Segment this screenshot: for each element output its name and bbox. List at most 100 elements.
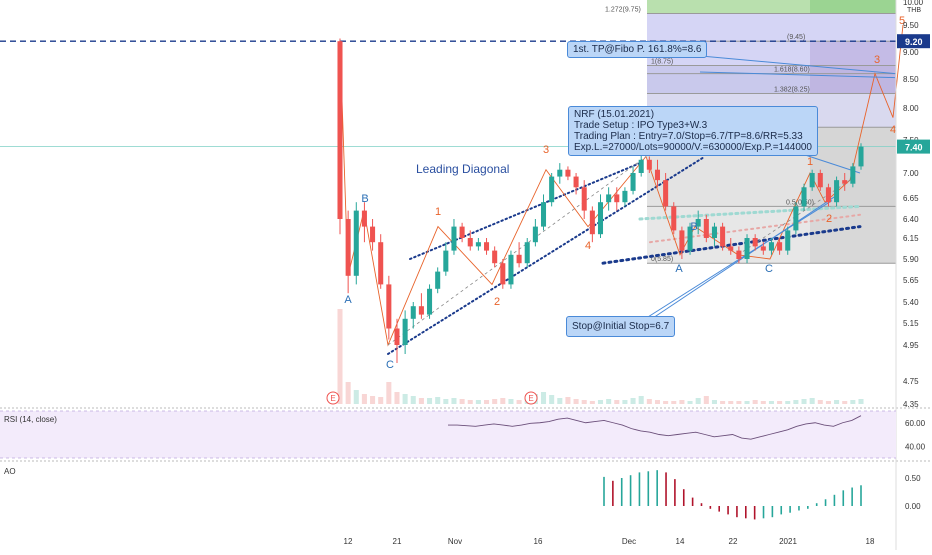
- candle-body: [402, 318, 408, 345]
- wave-label: B: [361, 193, 368, 205]
- volume-bar: [492, 399, 498, 404]
- wave-label: 1: [807, 156, 813, 168]
- candle: [435, 267, 441, 294]
- candle-body: [467, 238, 473, 247]
- candle: [402, 310, 408, 354]
- y-tick-label: 6.40: [903, 215, 919, 224]
- candle: [508, 250, 514, 289]
- candle-body: [475, 242, 481, 247]
- volume-bar: [711, 400, 717, 404]
- candle: [671, 202, 677, 235]
- volume-bar: [630, 398, 636, 404]
- candle-body: [459, 226, 465, 238]
- fib-lower-band: [810, 127, 896, 264]
- y-tick-label: 4.95: [903, 341, 919, 350]
- volume-bar: [858, 399, 864, 404]
- y-tick-label: 9.00: [903, 48, 919, 57]
- volume-bar: [394, 392, 400, 404]
- candle: [492, 246, 498, 268]
- tp-price-badge-text: 9.20: [905, 37, 923, 47]
- candle-body: [752, 238, 758, 247]
- candle-body: [638, 159, 644, 173]
- candle-body: [443, 250, 449, 272]
- volume-bar: [459, 399, 465, 404]
- candle-body: [728, 246, 734, 251]
- wave-label: 4: [890, 124, 896, 136]
- candle-body: [597, 202, 604, 235]
- y-tick-label: 5.90: [903, 255, 919, 264]
- rsi-label: RSI (14, close): [4, 415, 57, 424]
- volume-bar: [606, 399, 612, 404]
- support-dotted-line: [601, 225, 862, 265]
- volume-bar: [337, 309, 343, 404]
- x-tick-label: 2021: [779, 537, 797, 546]
- candle: [752, 234, 758, 251]
- volume-bar: [484, 400, 490, 404]
- candle-body: [858, 146, 864, 167]
- candle: [557, 163, 563, 184]
- x-tick-label: 12: [344, 537, 353, 546]
- candle-body: [646, 159, 652, 170]
- plan-line-1: NRF (15.01.2021): [574, 109, 655, 120]
- candle-body: [614, 194, 620, 203]
- stop-pointer-2: [639, 200, 833, 323]
- candle-body: [850, 166, 856, 184]
- candle-body: [549, 176, 555, 203]
- candle-body: [720, 226, 726, 247]
- candle-body: [817, 173, 823, 188]
- candle: [467, 230, 473, 251]
- volume-bar: [467, 400, 473, 404]
- candle-body: [508, 254, 514, 285]
- ao-tick: 0.50: [905, 474, 921, 483]
- candle: [451, 219, 457, 255]
- volume-bar: [728, 401, 734, 404]
- candle-body: [345, 219, 351, 276]
- volume-bar: [801, 399, 807, 404]
- wave-label: 4: [585, 240, 591, 252]
- volume-bar: [671, 401, 677, 404]
- candle: [736, 246, 742, 264]
- volume-bar: [842, 401, 848, 404]
- volume-bar: [777, 401, 783, 404]
- wave-label: B: [690, 221, 697, 233]
- candle: [394, 318, 400, 363]
- volume-bar: [793, 400, 799, 404]
- x-tick-label: 18: [866, 537, 875, 546]
- event-marker-text: E: [528, 394, 533, 403]
- candle-body: [589, 210, 595, 235]
- candle: [622, 187, 628, 207]
- candle-body: [386, 284, 392, 329]
- volume-bar: [500, 398, 506, 404]
- ao-tick: 0.00: [905, 502, 921, 511]
- volume-bar: [581, 400, 587, 404]
- candle-body: [703, 219, 709, 238]
- volume-bar: [825, 401, 831, 404]
- candle-body: [785, 230, 791, 251]
- candle-body: [492, 250, 498, 264]
- candle: [524, 238, 530, 268]
- plan-line-2: Trade Setup : IPO Type3+W.3: [574, 120, 708, 131]
- candle-body: [760, 246, 766, 251]
- candle: [500, 259, 506, 289]
- fib-label: 0.5(0.50): [786, 199, 814, 206]
- x-tick-label: Dec: [622, 537, 636, 546]
- candle: [728, 238, 734, 255]
- fib-label: 1(8.75): [651, 59, 673, 66]
- candle-body: [581, 187, 587, 211]
- candle: [679, 226, 685, 259]
- volume-bar: [378, 397, 384, 404]
- event-marker: E: [326, 391, 340, 405]
- pattern-label: Leading Diagonal: [416, 162, 509, 176]
- volume-bar: [679, 400, 685, 404]
- candle: [646, 156, 652, 173]
- x-tick-label: Nov: [448, 537, 462, 546]
- candle-body: [744, 238, 750, 259]
- volume-bar: [451, 398, 457, 404]
- x-tick-label: 22: [729, 537, 738, 546]
- y-tick-label: 10.00: [903, 0, 924, 7]
- volume-bar: [573, 399, 579, 404]
- candle: [337, 38, 343, 235]
- candle-body: [825, 187, 831, 203]
- candle: [614, 187, 620, 211]
- event-circle: [326, 391, 340, 405]
